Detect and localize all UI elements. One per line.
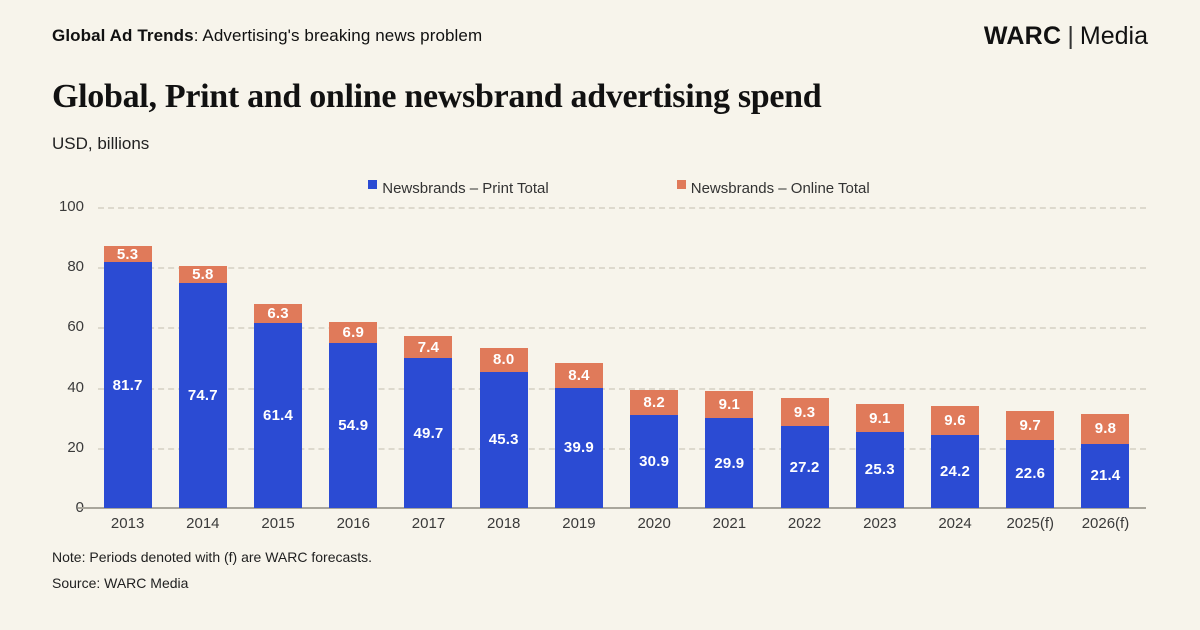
gridline-100 [98,207,1146,209]
x-tick-label-2015: 2015 [261,515,295,532]
x-tick-label-2021: 2021 [712,515,747,532]
y-tick-label-20: 20 [67,438,84,456]
bar-online-segment: 6.3 [254,304,303,324]
x-tick-label-2016: 2016 [336,515,370,532]
plot-area [78,207,1148,509]
report-series-name: Global Ad Trends [52,26,194,45]
x-tick-label-2025(f): 2025(f) [1006,515,1054,532]
bar-online-segment: 9.3 [780,398,829,427]
chart-legend: Newsbrands – Print Total Newsbrands – On… [90,180,1148,197]
bar-print-segment: 22.6 [1006,439,1055,508]
bar-2016: 6.9 54.9 [316,207,391,508]
bar-online-segment: 9.1 [855,404,904,432]
bar-online-segment: 8.2 [630,390,679,415]
legend-swatch-online [676,180,686,189]
x-axis-labels: 2013 2014 2015 2016 2017 2018 2019 2020 2021 2022… [90,515,1143,532]
bar-print-segment: 49.7 [404,358,453,508]
bar-print-segment: 21.4 [1081,443,1130,508]
bar-2020: 8.2 30.9 [617,207,692,508]
y-tick-label-0: 0 [0,499,84,517]
bar-print-segment: 30.9 [630,415,679,508]
bar-online-segment: 6.9 [329,322,378,343]
gridline-40 [98,387,1146,390]
bar-online-segment: 7.4 [404,336,453,359]
bar-2023: 9.1 25.3 [842,207,917,508]
bar-print-segment: 54.9 [329,342,378,508]
y-tick-label-100: 100 [58,198,84,215]
bar-2018: 8.0 45.3 [466,207,541,508]
legend-item-print: Newsbrands – Print Total [368,180,549,197]
bar-series: 5.3 81.7 5.8 74.7 6.3 61.4 6.9 54.9 7.4 49.7 8.0 45… [90,207,1143,508]
y-axis-labels: 0 20 40 60 80 100 [0,198,84,516]
legend-swatch-print [368,180,378,189]
bar-print-segment: 39.9 [554,387,603,508]
x-tick-label-2014: 2014 [186,515,220,532]
x-tick-label-2017: 2017 [411,515,446,532]
bar-online-segment: 8.4 [554,362,603,388]
report-kicker: Global Ad Trends: Advertising's breaking… [52,26,482,46]
bar-online-segment: 9.8 [1081,414,1130,444]
chart-title: Global, Print and online newsbrand adver… [52,78,822,115]
bar-2013: 5.3 81.7 [90,207,165,508]
bar-2017: 7.4 49.7 [391,207,466,508]
y-tick-label-60: 60 [67,318,84,336]
legend-label-print: Newsbrands – Print Total [382,180,549,197]
y-tick-label-80: 80 [67,258,84,276]
bar-online-segment: 5.3 [103,246,152,263]
x-tick-label-2023: 2023 [863,515,897,532]
bar-2024: 9.6 24.2 [917,207,992,508]
bar-2019: 8.4 39.9 [541,207,616,508]
bar-print-segment: 29.9 [705,418,754,508]
x-tick-label-2019: 2019 [562,515,596,532]
brand-warc: WARC [983,22,1062,50]
x-tick-label-2013: 2013 [110,515,145,532]
gridline-80 [98,267,1146,270]
x-tick-label-2022: 2022 [787,515,822,532]
bar-2014: 5.8 74.7 [165,207,240,508]
bar-online-segment: 9.1 [705,390,754,419]
bar-2015: 6.3 61.4 [240,207,315,508]
legend-label-online: Newsbrands – Online Total [690,180,870,197]
brand-divider: | [1067,22,1074,50]
report-episode-title: : Advertising's breaking news problem [193,26,483,45]
bar-2026(f): 9.8 21.4 [1068,207,1143,508]
y-tick-label-40: 40 [67,378,84,396]
brand-logo: WARC | Media [984,22,1148,51]
bar-print-segment: 45.3 [479,371,528,508]
gridline-60 [98,327,1146,330]
legend-item-online: Newsbrands – Online Total [676,180,870,197]
gridline-20 [98,447,1146,450]
bar-online-segment: 5.8 [178,265,227,284]
x-tick-label-2026(f): 2026(f) [1081,515,1130,532]
brand-media: Media [1079,22,1148,50]
bar-online-segment: 8.0 [479,347,528,372]
x-axis-line [78,507,1146,509]
x-tick-label-2024: 2024 [938,515,972,532]
bar-print-segment: 24.2 [931,435,980,508]
bar-2025(f): 9.7 22.6 [993,207,1068,508]
bar-2022: 9.3 27.2 [767,207,842,508]
bar-print-segment: 25.3 [855,431,904,508]
bar-print-segment: 74.7 [178,283,227,508]
footnote: Note: Periods denoted with (f) are WARC … [52,549,373,565]
bar-online-segment: 9.6 [931,406,980,436]
x-tick-label-2020: 2020 [637,515,671,532]
source-line: Source: WARC Media [52,575,189,591]
chart-subtitle: USD, billions [52,134,150,153]
bar-print-segment: 61.4 [254,323,303,508]
x-tick-label-2018: 2018 [487,515,521,532]
bar-online-segment: 9.7 [1006,410,1055,440]
bar-2021: 9.1 29.9 [692,207,767,508]
bar-print-segment: 81.7 [103,262,152,508]
bar-print-segment: 27.2 [780,426,829,508]
